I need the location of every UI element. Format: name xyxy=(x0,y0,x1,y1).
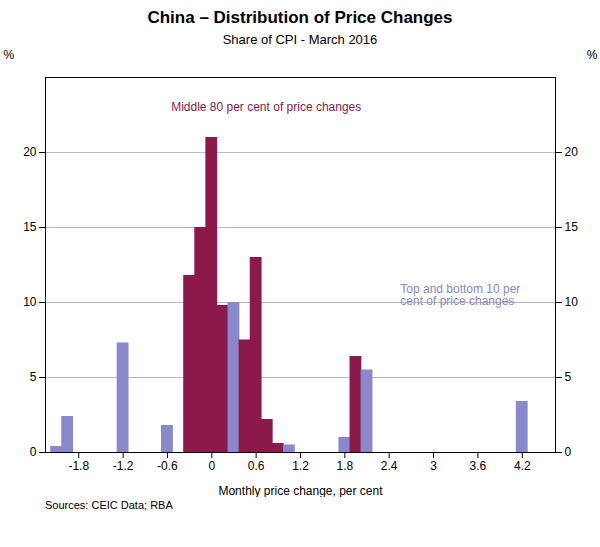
svg-text:0: 0 xyxy=(208,459,215,473)
svg-text:15: 15 xyxy=(23,220,37,234)
svg-text:%: % xyxy=(587,48,598,62)
svg-text:3.6: 3.6 xyxy=(470,459,487,473)
svg-text:Middle 80 per cent of price ch: Middle 80 per cent of price changes xyxy=(171,100,361,114)
svg-text:20: 20 xyxy=(23,145,37,159)
svg-text:5: 5 xyxy=(30,370,37,384)
svg-text:5: 5 xyxy=(565,370,572,384)
svg-text:-1.2: -1.2 xyxy=(113,459,134,473)
svg-text:1.8: 1.8 xyxy=(337,459,354,473)
svg-text:%: % xyxy=(4,48,15,62)
svg-text:20: 20 xyxy=(565,145,579,159)
svg-text:0: 0 xyxy=(30,445,37,459)
html-text:China – Distribution of Price: China – Distribution of Price Changes xyxy=(147,8,453,27)
svg-text:-1.8: -1.8 xyxy=(68,459,89,473)
svg-text:15: 15 xyxy=(565,220,579,234)
svg-text:Monthly price change, per cent: Monthly price change, per cent xyxy=(218,484,383,498)
svg-text:-0.6: -0.6 xyxy=(157,459,178,473)
svg-text:Top and bottom 10 percent of p: Top and bottom 10 percent of price chang… xyxy=(400,282,520,308)
svg-text:1.2: 1.2 xyxy=(292,459,309,473)
svg-text:4.2: 4.2 xyxy=(514,459,531,473)
html-text:Sources: CEIC Data; RBA: Sources: CEIC Data; RBA xyxy=(45,499,173,511)
svg-text:0: 0 xyxy=(565,445,572,459)
svg-text:0.6: 0.6 xyxy=(248,459,265,473)
svg-text:2.4: 2.4 xyxy=(381,459,398,473)
html-text:Share of CPI - March 2016: Share of CPI - March 2016 xyxy=(222,32,378,47)
svg-text:10: 10 xyxy=(23,295,37,309)
svg-text:3: 3 xyxy=(430,459,437,473)
svg-text:10: 10 xyxy=(565,295,579,309)
